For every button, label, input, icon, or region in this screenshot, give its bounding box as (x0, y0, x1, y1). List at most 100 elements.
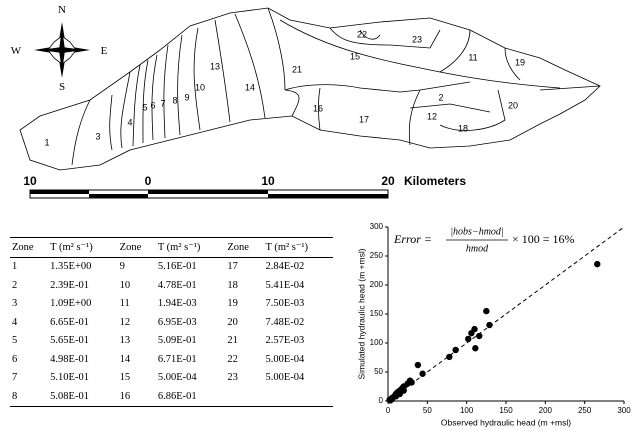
y-tick-label: 0 (379, 396, 384, 405)
data-point (400, 387, 407, 394)
zone-label: 6 (150, 100, 155, 110)
x-tick-label: 200 (539, 406, 553, 415)
data-point (594, 260, 601, 268)
zone-label: 14 (245, 82, 255, 92)
zone-label: 19 (515, 57, 525, 67)
scale-segment (30, 190, 89, 194)
table-cell: 6.65E-01 (50, 316, 89, 328)
y-tick-label: 200 (370, 280, 384, 289)
table-cell: 20 (227, 316, 238, 328)
table-cell: 2.57E-03 (265, 335, 305, 347)
table-cell: 17 (227, 261, 238, 273)
data-point (486, 321, 493, 329)
scale-bar: 10 0 10 20 Kilometers (23, 174, 466, 199)
y-tick-label: 50 (374, 367, 383, 376)
scatter-chart: 0 50 100 150 200 250 300 0 50 100 150 200 250 300 Obse… (356, 222, 631, 427)
table-cell: 11 (119, 298, 130, 310)
data-point (471, 325, 478, 333)
table-cell: 5.10E-01 (50, 372, 89, 384)
catchment-map (19, 7, 601, 171)
table-cell: 5.00E-04 (265, 353, 305, 365)
zone-label: 5 (142, 102, 147, 112)
table-cell: 6 (12, 353, 18, 365)
compass-label: W (11, 45, 22, 57)
y-tick-label: 250 (370, 251, 384, 260)
table-cell: 1 (12, 261, 18, 273)
scale-label: 10 (23, 174, 37, 188)
table-cell: 5.00E-04 (265, 372, 305, 384)
zone-label: 22 (357, 29, 367, 39)
table-cell: 1.94E-03 (157, 298, 197, 310)
header-cell: T (m² s⁻¹) (48, 237, 118, 258)
table-cell: 5.08E-01 (50, 390, 89, 402)
table-cell: 19 (227, 298, 238, 310)
table-cell: 5.65E-01 (50, 335, 89, 347)
table-cell: 2.84E-02 (265, 261, 305, 273)
zone-label: 12 (427, 111, 437, 121)
table-cell: 6.95E-03 (157, 316, 197, 328)
x-tick-label: 100 (460, 406, 474, 415)
scale-label: 10 (261, 174, 275, 188)
table-cell: 4 (12, 316, 18, 328)
x-tick-label: 0 (386, 406, 391, 415)
data-point (452, 346, 459, 354)
zone-label: 1 (44, 137, 49, 147)
data-point (476, 332, 483, 340)
table-cell: 22 (227, 353, 238, 365)
table-cell: 6.86E-01 (157, 390, 197, 402)
table-row: 6 4.98E-01 14 6.71E-01 22 5.00E-04 (10, 350, 333, 369)
table-cell: 5.41E-04 (265, 279, 305, 291)
zone-label: 8 (172, 95, 177, 105)
table-cell: 7.48E-02 (265, 316, 305, 328)
table-cell: 16 (119, 390, 131, 402)
x-tick-label: 300 (617, 406, 631, 415)
data-point (419, 370, 426, 377)
data-point (472, 345, 479, 352)
y-tick-label: 100 (370, 338, 384, 347)
table-cell: 5.16E-01 (157, 261, 197, 273)
header-cell: Zone (10, 237, 49, 258)
y-tick-label: 300 (370, 222, 384, 231)
x-axis-label: Observed hydraulic head (m +msl) (441, 417, 571, 427)
table-cell: 5.09E-01 (157, 335, 197, 347)
table-body: 1 1.35E+00 9 5.16E-01 17 2.84E-02 2 2.39E-01 10 4… (10, 257, 333, 406)
table-cell: 7.50E-03 (265, 298, 305, 310)
table-row: 7 5.10E-01 15 5.00E-04 23 5.00E-04 (10, 369, 333, 388)
data-point (483, 307, 490, 315)
annotation: |hobs−hmod| (450, 226, 503, 237)
compass-label: E (101, 45, 108, 57)
table-cell: 8 (12, 390, 18, 402)
table-cell: 21 (227, 335, 238, 347)
header-cell: Zone (225, 237, 264, 258)
table-cell: 14 (119, 353, 131, 365)
zone-label: 18 (458, 123, 468, 133)
compass-label: N (58, 4, 66, 16)
header-row: Zone T (m² s⁻¹) Zone T (m² s⁻¹) Zone T (m² s⁻… (10, 237, 333, 258)
table-cell: 5 (12, 335, 18, 347)
zone-label: 2 (438, 92, 443, 102)
header-cell: T (m² s⁻¹) (263, 237, 333, 258)
x-tick-label: 250 (578, 406, 592, 415)
table-cell: 2.39E-01 (50, 279, 89, 291)
table-cell: 15 (119, 372, 131, 384)
table-cell: 23 (227, 372, 238, 384)
compass-label: S (59, 81, 65, 93)
table-cell: 3 (12, 298, 18, 310)
scale-segment (148, 190, 268, 194)
zone-label: 17 (359, 114, 369, 124)
header-cell: T (m² s⁻¹) (155, 237, 226, 258)
annotation: Error = (393, 232, 432, 246)
scale-unit: Kilometers (404, 174, 466, 188)
catchment-outline (19, 7, 601, 171)
zone-label: 13 (210, 61, 220, 71)
table-row: 8 5.08E-01 16 6.86E-01 (10, 387, 333, 406)
annotation: hmod (466, 243, 489, 254)
annotation: × 100 = 16% (512, 232, 575, 246)
table-row: 2 2.39E-01 10 4.78E-01 18 5.41E-04 (10, 276, 333, 295)
table-row: 4 6.65E-01 12 6.95E-03 20 7.48E-02 (10, 313, 333, 332)
table-cell: 12 (119, 316, 131, 328)
table-cell: 4.98E-01 (50, 353, 89, 365)
x-tick-label: 150 (499, 406, 513, 415)
zone-label: 10 (195, 82, 205, 92)
